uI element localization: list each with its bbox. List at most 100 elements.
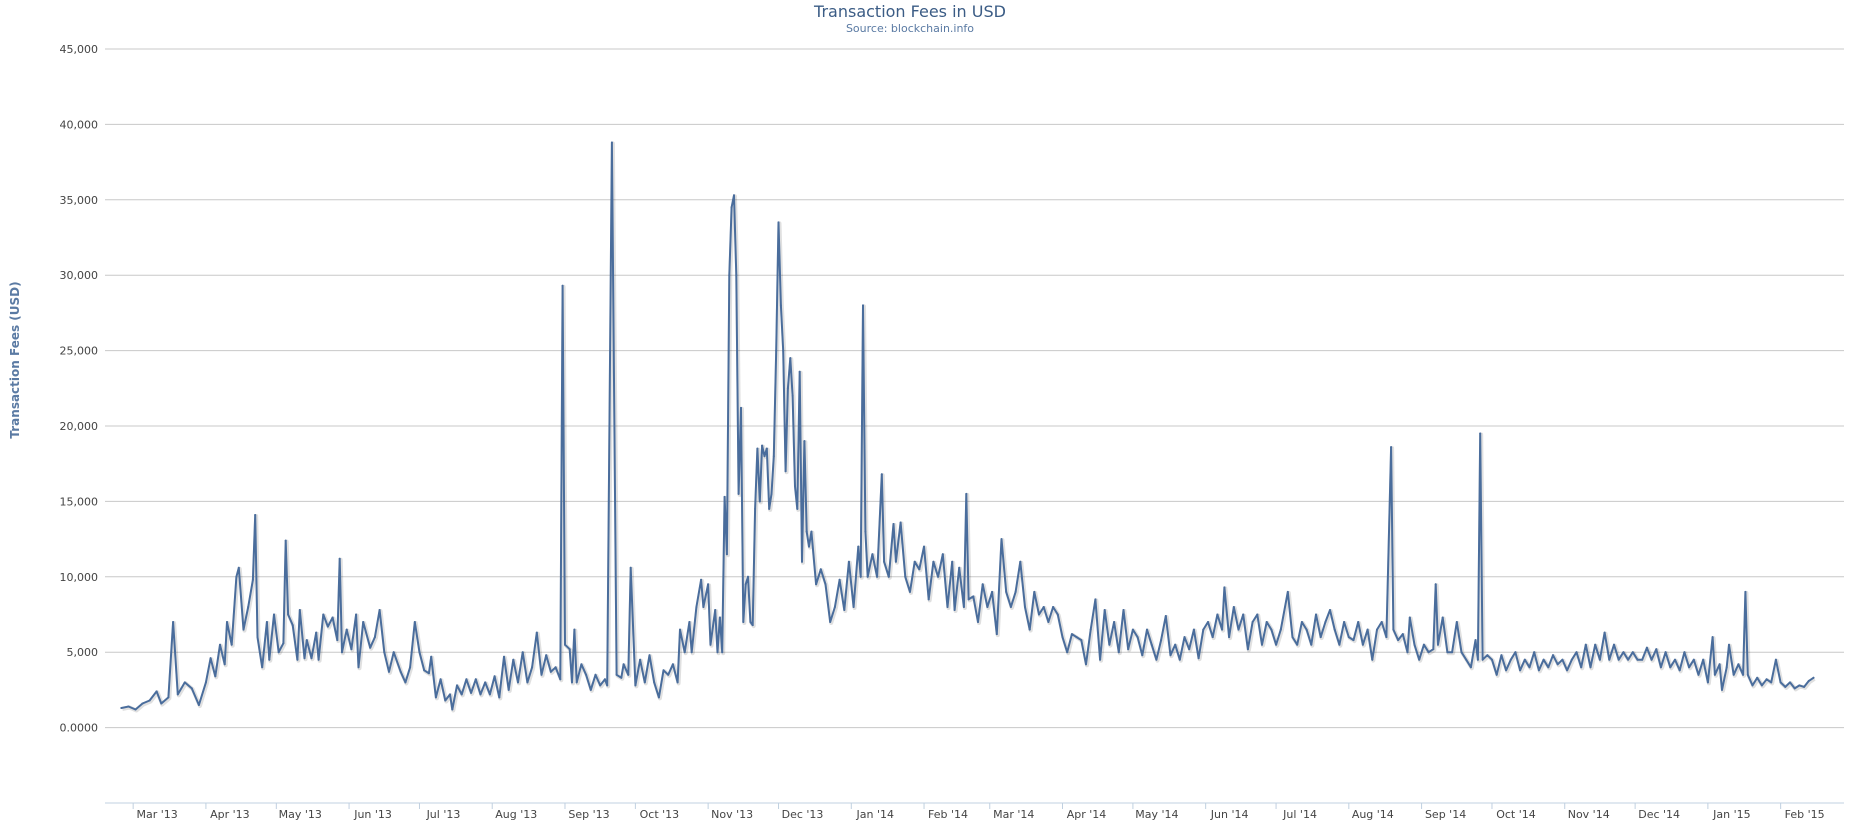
data-point[interactable] [322, 613, 325, 616]
data-point[interactable] [1052, 606, 1055, 608]
data-point[interactable] [789, 357, 792, 360]
data-point[interactable] [1460, 651, 1463, 654]
data-point[interactable] [662, 669, 665, 672]
data-point[interactable] [507, 688, 510, 691]
data-point[interactable] [261, 666, 264, 669]
data-point[interactable] [1315, 613, 1317, 616]
data-point[interactable] [1561, 658, 1564, 661]
data-point[interactable] [1005, 590, 1008, 593]
data-point[interactable] [1812, 676, 1815, 679]
data-point[interactable] [1127, 648, 1130, 651]
data-point[interactable] [1160, 639, 1163, 642]
data-point[interactable] [1519, 669, 1522, 672]
data-point[interactable] [1019, 560, 1022, 563]
data-point[interactable] [291, 624, 294, 627]
data-point[interactable] [913, 560, 916, 563]
data-point[interactable] [648, 654, 651, 657]
data-point[interactable] [864, 530, 867, 533]
data-point[interactable] [418, 651, 421, 654]
data-point[interactable] [991, 590, 994, 593]
data-point[interactable] [723, 495, 726, 498]
data-point[interactable] [981, 583, 984, 586]
data-point[interactable] [594, 673, 597, 676]
data-point[interactable] [791, 394, 794, 397]
data-point[interactable] [1765, 678, 1768, 681]
data-point[interactable] [465, 678, 468, 681]
data-point[interactable] [223, 663, 226, 666]
data-point[interactable] [434, 696, 437, 699]
data-point[interactable] [1575, 651, 1578, 654]
data-point[interactable] [899, 521, 902, 524]
data-point[interactable] [1556, 663, 1559, 666]
data-point[interactable] [742, 621, 745, 623]
data-point[interactable] [1751, 684, 1754, 687]
data-point[interactable] [134, 708, 137, 711]
data-point[interactable] [1261, 643, 1263, 646]
data-point[interactable] [688, 621, 691, 623]
data-point[interactable] [1608, 658, 1611, 661]
data-point[interactable] [627, 673, 630, 676]
data-point[interactable] [751, 624, 754, 627]
data-point[interactable] [1441, 616, 1444, 619]
data-point[interactable] [1807, 679, 1810, 682]
data-point[interactable] [815, 583, 818, 586]
data-point[interactable] [852, 606, 855, 608]
data-point[interactable] [1232, 606, 1235, 608]
data-point[interactable] [1669, 666, 1672, 669]
data-point[interactable] [1136, 636, 1139, 639]
data-point[interactable] [242, 628, 245, 631]
data-point[interactable] [951, 560, 954, 563]
data-point[interactable] [1291, 636, 1294, 639]
data-point[interactable] [1033, 590, 1036, 593]
data-point[interactable] [1085, 663, 1087, 666]
data-point[interactable] [493, 675, 496, 678]
data-point[interactable] [639, 658, 642, 661]
data-point[interactable] [1744, 590, 1747, 593]
data-point[interactable] [230, 643, 233, 646]
data-point[interactable] [772, 455, 775, 458]
data-point[interactable] [714, 609, 717, 611]
data-point[interactable] [155, 690, 158, 693]
data-point[interactable] [1401, 633, 1404, 636]
data-point[interactable] [798, 370, 801, 373]
data-point[interactable] [580, 663, 583, 666]
data-point[interactable] [1528, 666, 1531, 669]
data-point[interactable] [1779, 681, 1782, 684]
data-point[interactable] [718, 616, 721, 619]
data-point[interactable] [735, 274, 738, 277]
data-point[interactable] [1270, 628, 1273, 631]
data-point[interactable] [1728, 643, 1730, 646]
data-point[interactable] [1446, 651, 1449, 654]
data-point[interactable] [1279, 628, 1282, 631]
data-point[interactable] [1770, 681, 1773, 684]
data-point[interactable] [1113, 621, 1116, 623]
data-point[interactable] [305, 639, 308, 642]
data-point[interactable] [1347, 636, 1350, 639]
data-point[interactable] [172, 621, 175, 623]
data-point[interactable] [1408, 616, 1411, 619]
data-point[interactable] [843, 609, 846, 611]
data-point[interactable] [599, 684, 602, 687]
data-point[interactable] [932, 560, 935, 563]
data-point[interactable] [838, 578, 841, 581]
data-point[interactable] [357, 666, 360, 669]
data-point[interactable] [833, 606, 836, 608]
data-point[interactable] [1329, 609, 1331, 611]
data-point[interactable] [1009, 606, 1012, 608]
data-point[interactable] [488, 693, 491, 696]
data-point[interactable] [937, 575, 940, 578]
data-point[interactable] [336, 639, 339, 642]
data-point[interactable] [1474, 639, 1477, 642]
data-point[interactable] [554, 666, 557, 669]
data-point[interactable] [965, 492, 968, 495]
data-point[interactable] [986, 606, 989, 608]
data-point[interactable] [444, 699, 447, 702]
data-point[interactable] [277, 651, 280, 654]
data-point[interactable] [803, 440, 806, 443]
data-point[interactable] [1650, 658, 1653, 661]
data-point[interactable] [1737, 663, 1740, 666]
data-point[interactable] [183, 681, 186, 684]
data-point[interactable] [1697, 673, 1700, 676]
data-point[interactable] [1385, 636, 1388, 639]
data-point[interactable] [1432, 648, 1435, 651]
